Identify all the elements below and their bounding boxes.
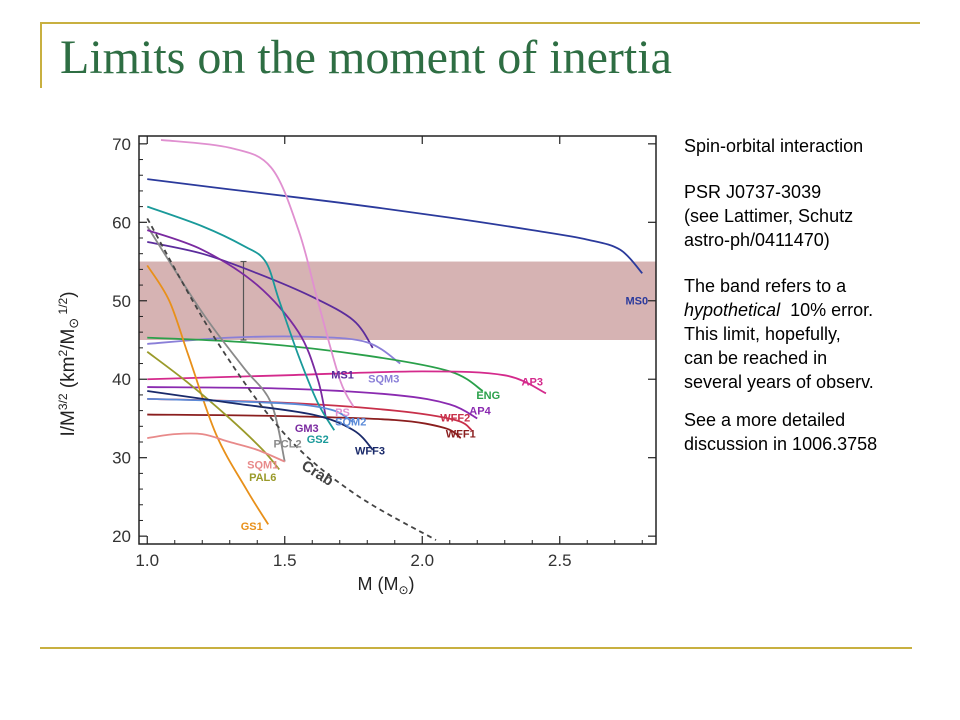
series-label-pal6: PAL6 <box>249 472 276 484</box>
series-line-sqm1 <box>147 432 286 463</box>
series-label-wff2: WFF2 <box>440 413 470 425</box>
x-tick-label: 1.0 <box>135 551 159 570</box>
series-line-wff3 <box>147 390 374 451</box>
series-label-wff3: WFF3 <box>355 446 385 458</box>
y-tick-label: 20 <box>112 527 131 546</box>
y-axis-label: I/M3/2 (km2/M⊙ 1/2) <box>56 291 81 436</box>
note-line: several years of observ. <box>684 372 874 392</box>
note-line: The band refers to a <box>684 276 847 296</box>
moment-of-inertia-chart: 1.0 1.5 2.0 2.5 20 30 40 50 60 70 MS0 MS1 SQM3 ENG AP… <box>44 128 676 600</box>
series-line-pcl2 <box>146 225 286 462</box>
note-line: discussion in 1006.3758 <box>684 434 878 454</box>
y-tick-label: 70 <box>112 135 131 154</box>
series-line-ms1 <box>147 241 374 349</box>
note-line: See a more detailed <box>684 410 846 430</box>
bottom-rule <box>40 647 912 649</box>
series-line-crab <box>146 217 437 541</box>
series-label-pcl2: PCL2 <box>273 438 301 450</box>
series-label-ms0: MS0 <box>625 296 648 308</box>
x-tick-label: 2.0 <box>410 551 434 570</box>
series-label-sqm3: SQM3 <box>368 373 399 385</box>
emphasis-text: hypothetical <box>684 300 781 320</box>
note-line: This limit, hopefully, <box>684 324 841 344</box>
series-line-ps <box>160 139 355 408</box>
note-line: PSR J0737-3039 <box>684 182 822 202</box>
notes-panel: Spin-orbital interaction PSR J0737-3039 … <box>684 134 954 456</box>
note-line: astro-ph/0411470) <box>684 230 830 250</box>
series-line-wff1 <box>147 413 462 439</box>
left-rule <box>40 22 42 88</box>
y-tick-label: 50 <box>112 292 131 311</box>
series-label-ap3: AP3 <box>522 377 543 389</box>
series-label-wff1: WFF1 <box>446 428 476 440</box>
series-label-gm3: GM3 <box>295 423 319 435</box>
series-line-gm3 <box>146 229 327 419</box>
series-label-eng: ENG <box>476 390 500 402</box>
series-label-gs1: GS1 <box>241 521 263 533</box>
x-tick-label: 2.5 <box>548 551 572 570</box>
note-line: Spin-orbital interaction <box>684 136 864 156</box>
series-line-ap3 <box>147 370 547 395</box>
series-label-ps: PS <box>335 407 350 419</box>
top-rule <box>40 22 920 24</box>
y-tick-label: 40 <box>112 370 131 389</box>
series-label-ms1: MS1 <box>331 369 354 381</box>
note-line: can be reached in <box>684 348 828 368</box>
note-line: (see Lattimer, Schutz <box>684 206 854 226</box>
series-line-sqm2 <box>147 397 355 424</box>
x-tick-label: 1.5 <box>273 551 297 570</box>
series-line-pal6 <box>146 351 280 471</box>
series-label-sqm1: SQM1 <box>247 460 278 472</box>
series-label-sqm2: SQM2 <box>335 417 366 429</box>
series-line-gs2 <box>146 205 336 431</box>
series-label-gs2: GS2 <box>307 434 329 446</box>
series-line-ap4 <box>147 386 478 420</box>
error-band <box>139 261 656 340</box>
y-tick-label: 30 <box>112 449 131 468</box>
note-line: hypothetical 10% error. <box>684 298 954 322</box>
series-line-ms0 <box>147 178 643 274</box>
x-axis-label: M (M⊙) <box>357 574 414 597</box>
y-tick-label: 60 <box>112 213 131 232</box>
plot-frame <box>138 135 657 545</box>
slide-title: Limits on the moment of inertia <box>60 31 672 84</box>
note-text: 10% error. <box>780 300 874 320</box>
series-line-eng <box>147 336 484 392</box>
series-label-ap4: AP4 <box>469 406 491 418</box>
